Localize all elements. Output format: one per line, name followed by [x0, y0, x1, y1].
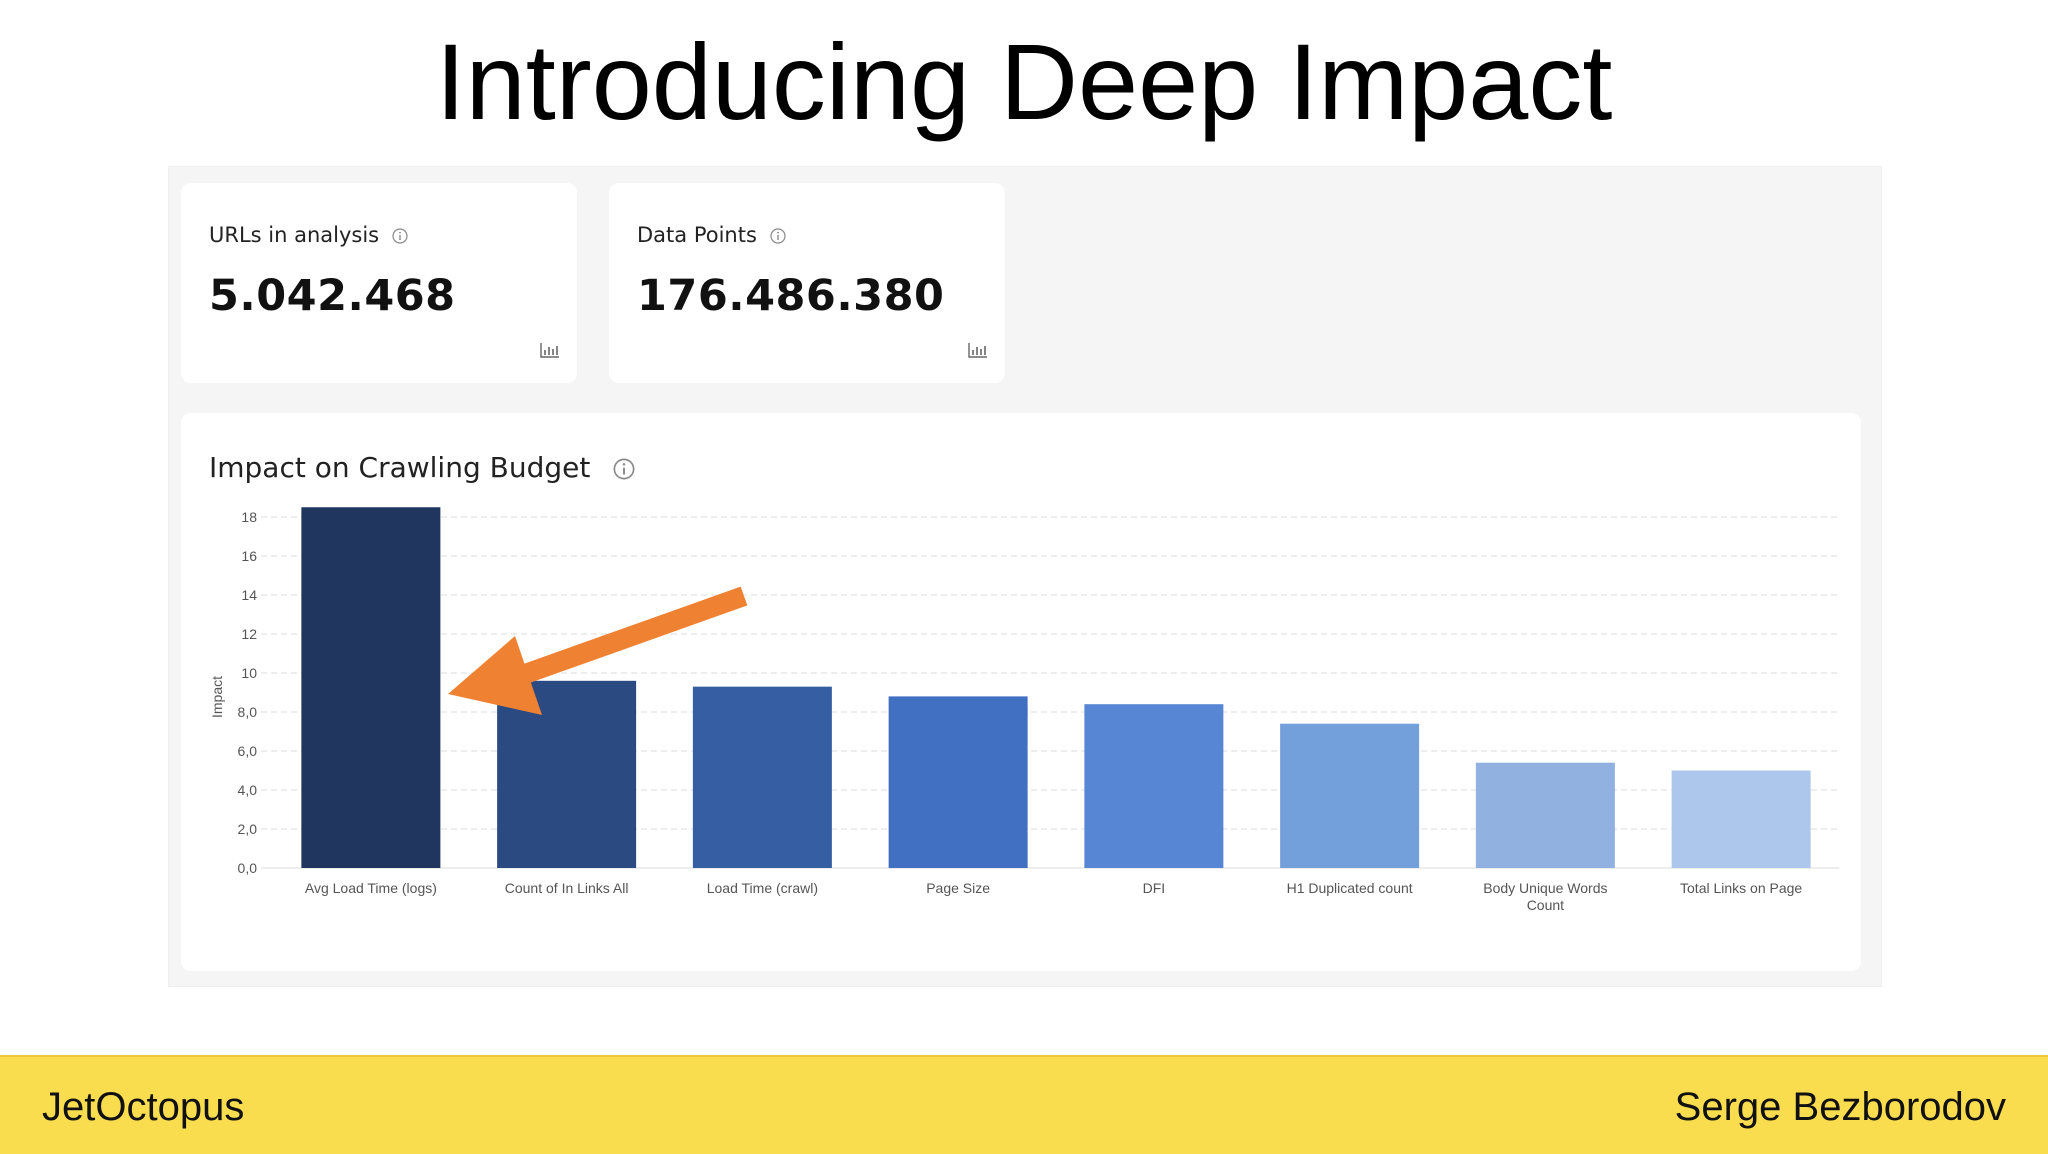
slide-title: Introducing Deep Impact [435, 21, 1613, 142]
x-tick-label: Body Unique Words [1483, 880, 1607, 896]
annotation-arrow-shaft [507, 586, 748, 689]
dashboard-panel: URLs in analysis 5.042.468 Data Points [168, 166, 1882, 987]
y-axis-label: Impact [209, 676, 225, 718]
info-icon[interactable] [769, 228, 786, 244]
bar [692, 686, 832, 868]
x-tick-label: DFI [1143, 880, 1166, 896]
x-tick-label: Count of In Links All [505, 880, 629, 896]
bar [1475, 762, 1615, 868]
annotation-arrow-head [448, 636, 542, 715]
bar [1280, 723, 1420, 868]
bar [497, 680, 637, 868]
metric-value-data-points: 176.486.380 [637, 271, 945, 321]
footer-bar: JetOctopus Serge Bezborodov [0, 1055, 2048, 1154]
info-icon[interactable] [613, 458, 635, 480]
x-tick-label: H1 Duplicated count [1287, 880, 1413, 896]
metric-value-urls: 5.042.468 [209, 271, 456, 321]
metric-label-urls: URLs in analysis [209, 223, 408, 247]
y-tick-label: 6,0 [238, 743, 258, 759]
metric-card-urls: URLs in analysis 5.042.468 [181, 183, 577, 383]
chart-title-text: Impact on Crawling Budget [209, 451, 591, 484]
x-tick-label: Avg Load Time (logs) [305, 880, 437, 896]
x-tick-label: Load Time (crawl) [707, 880, 818, 896]
crawling-budget-chart-card: 0,0 2,0 4,0 6,0 8,0 10 12 14 16 18 Impact Avg Load … [181, 413, 1861, 971]
bar [301, 507, 441, 868]
bar-chart-icon[interactable] [967, 341, 989, 359]
footer-author: Serge Bezborodov [1674, 1085, 2006, 1129]
y-tick-label: 0,0 [238, 860, 258, 876]
y-tick-label: 12 [241, 626, 257, 642]
metric-label-text: Data Points [637, 223, 757, 247]
footer-brand: JetOctopus [42, 1085, 245, 1129]
x-tick-label: Count [1527, 897, 1564, 913]
y-tick-label: 14 [241, 587, 257, 603]
bar-chart: 0,0 2,0 4,0 6,0 8,0 10 12 14 16 18 Impact Avg Load … [209, 507, 1839, 913]
y-tick-label: 2,0 [238, 821, 258, 837]
metric-label-text: URLs in analysis [209, 223, 380, 247]
info-icon[interactable] [392, 228, 408, 244]
x-tick-label: Total Links on Page [1680, 880, 1802, 896]
bar [1084, 704, 1224, 868]
y-tick-label: 18 [241, 509, 257, 525]
bar-chart-icon[interactable] [539, 341, 561, 359]
x-tick-label: Page Size [926, 880, 990, 896]
y-tick-label: 8,0 [238, 704, 258, 720]
y-tick-label: 10 [241, 665, 257, 681]
chart-title: Impact on Crawling Budget [209, 451, 635, 484]
y-tick-label: 16 [241, 548, 257, 564]
metric-label-data-points: Data Points [637, 223, 786, 247]
metric-card-data-points: Data Points 176.486.380 [609, 183, 1005, 383]
y-tick-label: 4,0 [238, 782, 258, 798]
bar [888, 696, 1028, 868]
bar [1671, 770, 1811, 868]
